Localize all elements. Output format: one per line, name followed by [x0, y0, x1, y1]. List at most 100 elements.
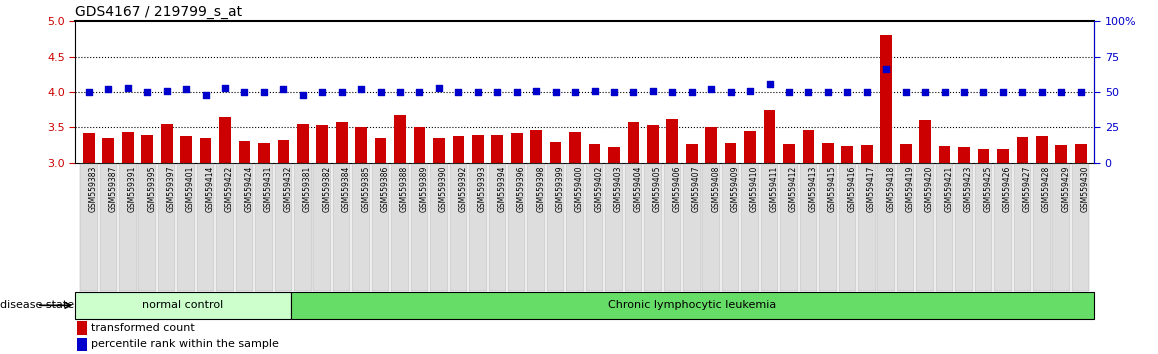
FancyBboxPatch shape — [217, 164, 234, 291]
FancyBboxPatch shape — [334, 164, 351, 291]
Point — [138, 89, 156, 95]
Text: GDS4167 / 219799_s_at: GDS4167 / 219799_s_at — [75, 5, 242, 19]
Bar — [764, 110, 776, 163]
FancyBboxPatch shape — [1072, 164, 1090, 291]
Bar — [491, 135, 503, 163]
Bar — [103, 138, 115, 163]
FancyBboxPatch shape — [721, 164, 740, 291]
Point — [779, 89, 798, 95]
Point — [215, 85, 234, 91]
Text: GSM559428: GSM559428 — [1042, 165, 1050, 212]
Point — [624, 89, 643, 95]
Text: GSM559390: GSM559390 — [439, 165, 448, 212]
Text: GSM559396: GSM559396 — [516, 165, 526, 212]
Point — [761, 81, 779, 86]
Text: GSM559405: GSM559405 — [653, 165, 662, 212]
Bar — [316, 125, 328, 163]
FancyBboxPatch shape — [139, 164, 156, 291]
Text: GSM559429: GSM559429 — [1061, 165, 1070, 212]
FancyBboxPatch shape — [1053, 164, 1070, 291]
Point — [858, 89, 877, 95]
Text: GSM559419: GSM559419 — [906, 165, 915, 212]
Text: GSM559397: GSM559397 — [167, 165, 176, 212]
FancyBboxPatch shape — [411, 164, 428, 291]
Text: GSM559386: GSM559386 — [381, 165, 389, 212]
FancyBboxPatch shape — [624, 164, 643, 291]
Point — [896, 89, 915, 95]
Point — [1013, 89, 1032, 95]
Bar — [296, 124, 309, 163]
Text: percentile rank within the sample: percentile rank within the sample — [91, 339, 279, 349]
FancyBboxPatch shape — [975, 164, 992, 291]
Text: disease state: disease state — [0, 300, 74, 310]
Point — [936, 89, 954, 95]
Text: GSM559426: GSM559426 — [1003, 165, 1012, 212]
Text: GSM559421: GSM559421 — [945, 165, 953, 212]
Bar — [977, 149, 989, 163]
Bar — [530, 130, 542, 163]
Point — [721, 89, 740, 95]
Bar — [141, 135, 153, 163]
Bar — [472, 135, 484, 163]
FancyBboxPatch shape — [703, 164, 720, 291]
Text: GSM559411: GSM559411 — [770, 165, 778, 212]
Bar — [239, 141, 250, 163]
Text: GSM559418: GSM559418 — [886, 165, 895, 212]
Point — [877, 67, 895, 72]
Point — [469, 89, 488, 95]
Point — [604, 89, 623, 95]
Bar — [725, 143, 736, 163]
Text: GSM559415: GSM559415 — [828, 165, 837, 212]
Bar — [958, 147, 970, 163]
FancyBboxPatch shape — [800, 164, 818, 291]
Bar — [860, 145, 873, 163]
Bar — [667, 119, 679, 163]
FancyBboxPatch shape — [314, 164, 331, 291]
Point — [585, 88, 603, 93]
Bar — [78, 321, 88, 335]
FancyBboxPatch shape — [955, 164, 973, 291]
Text: GSM559402: GSM559402 — [594, 165, 603, 212]
FancyBboxPatch shape — [995, 164, 1012, 291]
Bar — [939, 146, 951, 163]
Bar — [919, 120, 931, 163]
Point — [118, 85, 137, 91]
Text: Chronic lymphocytic leukemia: Chronic lymphocytic leukemia — [608, 300, 777, 310]
Bar — [453, 136, 464, 163]
FancyBboxPatch shape — [838, 164, 856, 291]
Text: GSM559407: GSM559407 — [691, 165, 701, 212]
Bar — [745, 131, 756, 163]
FancyBboxPatch shape — [644, 164, 661, 291]
Point — [1033, 89, 1051, 95]
Text: GSM559394: GSM559394 — [497, 165, 506, 212]
Point — [819, 89, 837, 95]
Bar — [1075, 144, 1086, 163]
Point — [527, 88, 545, 93]
FancyBboxPatch shape — [606, 164, 623, 291]
FancyBboxPatch shape — [489, 164, 506, 291]
Text: GSM559385: GSM559385 — [361, 165, 371, 212]
Text: GSM559417: GSM559417 — [867, 165, 875, 212]
Point — [100, 86, 118, 92]
Bar — [628, 122, 639, 163]
Point — [80, 89, 98, 95]
FancyBboxPatch shape — [255, 164, 272, 291]
Point — [372, 89, 390, 95]
Text: GSM559383: GSM559383 — [89, 165, 98, 212]
Point — [994, 89, 1012, 95]
FancyBboxPatch shape — [100, 164, 117, 291]
Text: GSM559389: GSM559389 — [419, 165, 428, 212]
Bar — [822, 143, 834, 163]
Bar — [219, 117, 230, 163]
Point — [352, 86, 371, 92]
FancyBboxPatch shape — [391, 164, 409, 291]
Text: GSM559427: GSM559427 — [1023, 165, 1032, 212]
Text: GSM559404: GSM559404 — [633, 165, 643, 212]
Point — [177, 86, 196, 92]
Bar — [122, 132, 133, 163]
Point — [488, 89, 506, 95]
Text: GSM559414: GSM559414 — [206, 165, 214, 212]
FancyBboxPatch shape — [177, 164, 195, 291]
Text: GSM559410: GSM559410 — [750, 165, 760, 212]
Text: GSM559400: GSM559400 — [576, 165, 584, 212]
